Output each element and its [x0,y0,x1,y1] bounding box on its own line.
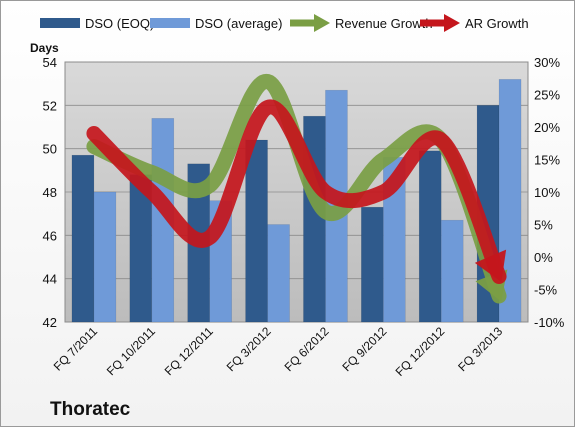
legend-arrow [314,14,330,32]
right-tick-label: 5% [534,218,553,233]
legend-item-revenue-growth: Revenue Growth [290,14,433,32]
right-tick-label: 0% [534,250,553,265]
bar-dso-average [498,79,522,323]
left-tick-label: 52 [43,98,57,113]
legend-swatch [40,18,80,28]
left-axis-title: Days [30,41,59,55]
arrowhead-ar-growth [474,249,507,283]
legend-label: DSO (average) [195,16,282,31]
legend-label: AR Growth [465,16,529,31]
bar-dso-average [93,191,117,323]
legend-swatch [150,18,190,28]
bar-dso-eoq [361,206,384,323]
legend: DSO (EOQ) DSO (average) Revenue Growth AR G… [40,14,529,32]
legend-arrow [444,14,460,32]
line-series [86,74,508,304]
legend-label: Revenue Growth [335,16,433,31]
company-name: Thoratec [50,399,131,420]
bar-dso-average [267,224,290,323]
line-ar-growth [86,99,507,284]
right-tick-label: 15% [534,153,560,168]
legend-label: DSO (EOQ) [85,16,154,31]
right-tick-label: 30% [534,55,560,70]
bar-dso-eoq [71,154,95,323]
right-tick-label: 25% [534,88,560,103]
right-tick-label: -10% [534,315,565,330]
right-tick-label: 20% [534,120,560,135]
left-tick-label: 46 [43,228,57,243]
left-tick-label: 54 [43,55,57,70]
left-tick-label: 42 [43,315,57,330]
legend-item-dso-average: DSO (average) [150,16,282,31]
right-tick-label: -5% [534,283,558,298]
left-tick-label: 50 [43,142,57,157]
left-tick-label: 44 [43,272,57,287]
legend-item-ar-growth: AR Growth [420,14,529,32]
bar-dso-average [440,219,464,323]
bar-dso-eoq [245,139,268,323]
right-tick-label: 10% [534,185,560,200]
left-tick-label: 48 [43,185,57,200]
bar-dso-eoq [418,150,442,323]
legend-item-dso-eoq: DSO (EOQ) [40,16,154,31]
